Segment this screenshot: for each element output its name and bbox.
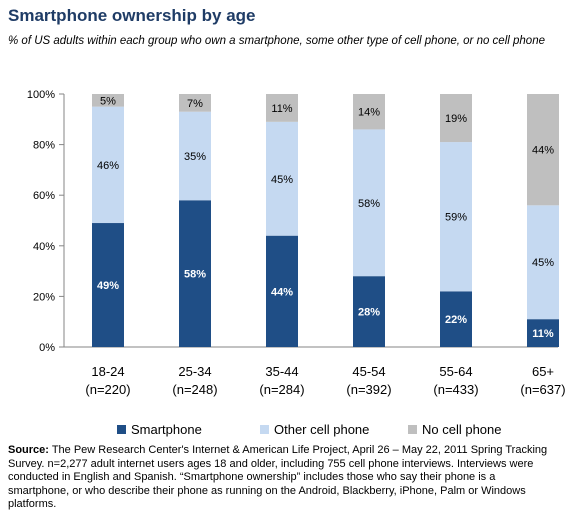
stacked-bar-chart: 0% 20% 40% 60% 80% 100% 49% 46% 5% 18-24 (n=220) 58… — [27, 89, 565, 437]
source-note: Source: The Pew Research Center's Intern… — [8, 444, 558, 512]
data-label: 59% — [445, 212, 467, 224]
bar-segment — [353, 276, 385, 347]
bar-segment — [440, 291, 472, 347]
x-category-label: 35-44 — [265, 364, 298, 379]
y-tick-label: 40% — [33, 241, 55, 253]
data-label: 44% — [532, 145, 554, 157]
data-label: 22% — [445, 314, 467, 326]
x-category-label: 65+ — [532, 364, 554, 379]
bar-segment — [353, 129, 385, 277]
data-label: 35% — [184, 151, 206, 163]
legend-swatch — [260, 425, 269, 434]
bar-segment — [179, 111, 211, 201]
chart-subtitle: % of US adults within each group who own… — [8, 35, 545, 47]
bar-segment — [92, 94, 124, 107]
bar-segment — [266, 121, 298, 236]
x-category-label: 45-54 — [352, 364, 385, 379]
data-label: 11% — [271, 103, 292, 115]
bar-segment — [527, 205, 559, 320]
bar-segment — [266, 235, 298, 347]
bar-segment — [92, 106, 124, 224]
data-label: 58% — [358, 198, 380, 210]
bar-segment — [527, 319, 559, 347]
data-label: 14% — [358, 107, 380, 119]
x-category-sublabel: (n=248) — [172, 382, 217, 397]
legend-swatch — [117, 425, 126, 434]
x-category-label: 55-64 — [439, 364, 472, 379]
data-label: 19% — [445, 113, 467, 125]
y-tick-label: 100% — [27, 89, 55, 101]
x-category-label: 18-24 — [91, 364, 124, 379]
legend-label: Smartphone — [131, 422, 202, 437]
data-label: 28% — [358, 307, 380, 319]
y-tick-label: 20% — [33, 291, 55, 303]
chart-title: Smartphone ownership by age — [8, 6, 256, 25]
data-label: 45% — [271, 174, 293, 186]
bar-segment — [179, 94, 211, 112]
source-label: Source: — [8, 444, 49, 456]
x-category-sublabel: (n=220) — [85, 382, 130, 397]
bar-segment — [527, 94, 559, 206]
x-category-sublabel: (n=392) — [346, 382, 391, 397]
x-category-sublabel: (n=433) — [433, 382, 478, 397]
data-label: 45% — [532, 257, 554, 269]
bar-segment — [179, 200, 211, 347]
bar-segment — [266, 94, 298, 122]
y-tick-label: 80% — [33, 140, 55, 152]
bar-segment — [92, 223, 124, 347]
x-category-label: 25-34 — [178, 364, 211, 379]
data-label: 7% — [187, 98, 203, 110]
bar-segment — [440, 94, 472, 143]
legend-swatch — [408, 425, 417, 434]
y-tick-label: 0% — [39, 342, 55, 354]
bar-segment — [353, 94, 385, 130]
legend-label: No cell phone — [422, 422, 502, 437]
data-label: 58% — [184, 269, 206, 281]
data-label: 49% — [97, 280, 119, 292]
data-label: 5% — [100, 95, 116, 107]
bar-segment — [440, 142, 472, 292]
data-label: 46% — [97, 160, 119, 172]
x-category-sublabel: (n=284) — [259, 382, 304, 397]
data-label: 11% — [532, 328, 554, 340]
source-text: The Pew Research Center's Internet & Ame… — [8, 444, 548, 510]
x-category-sublabel: (n=637) — [520, 382, 565, 397]
data-label: 44% — [271, 286, 293, 298]
legend-label: Other cell phone — [274, 422, 369, 437]
y-tick-label: 60% — [33, 190, 55, 202]
